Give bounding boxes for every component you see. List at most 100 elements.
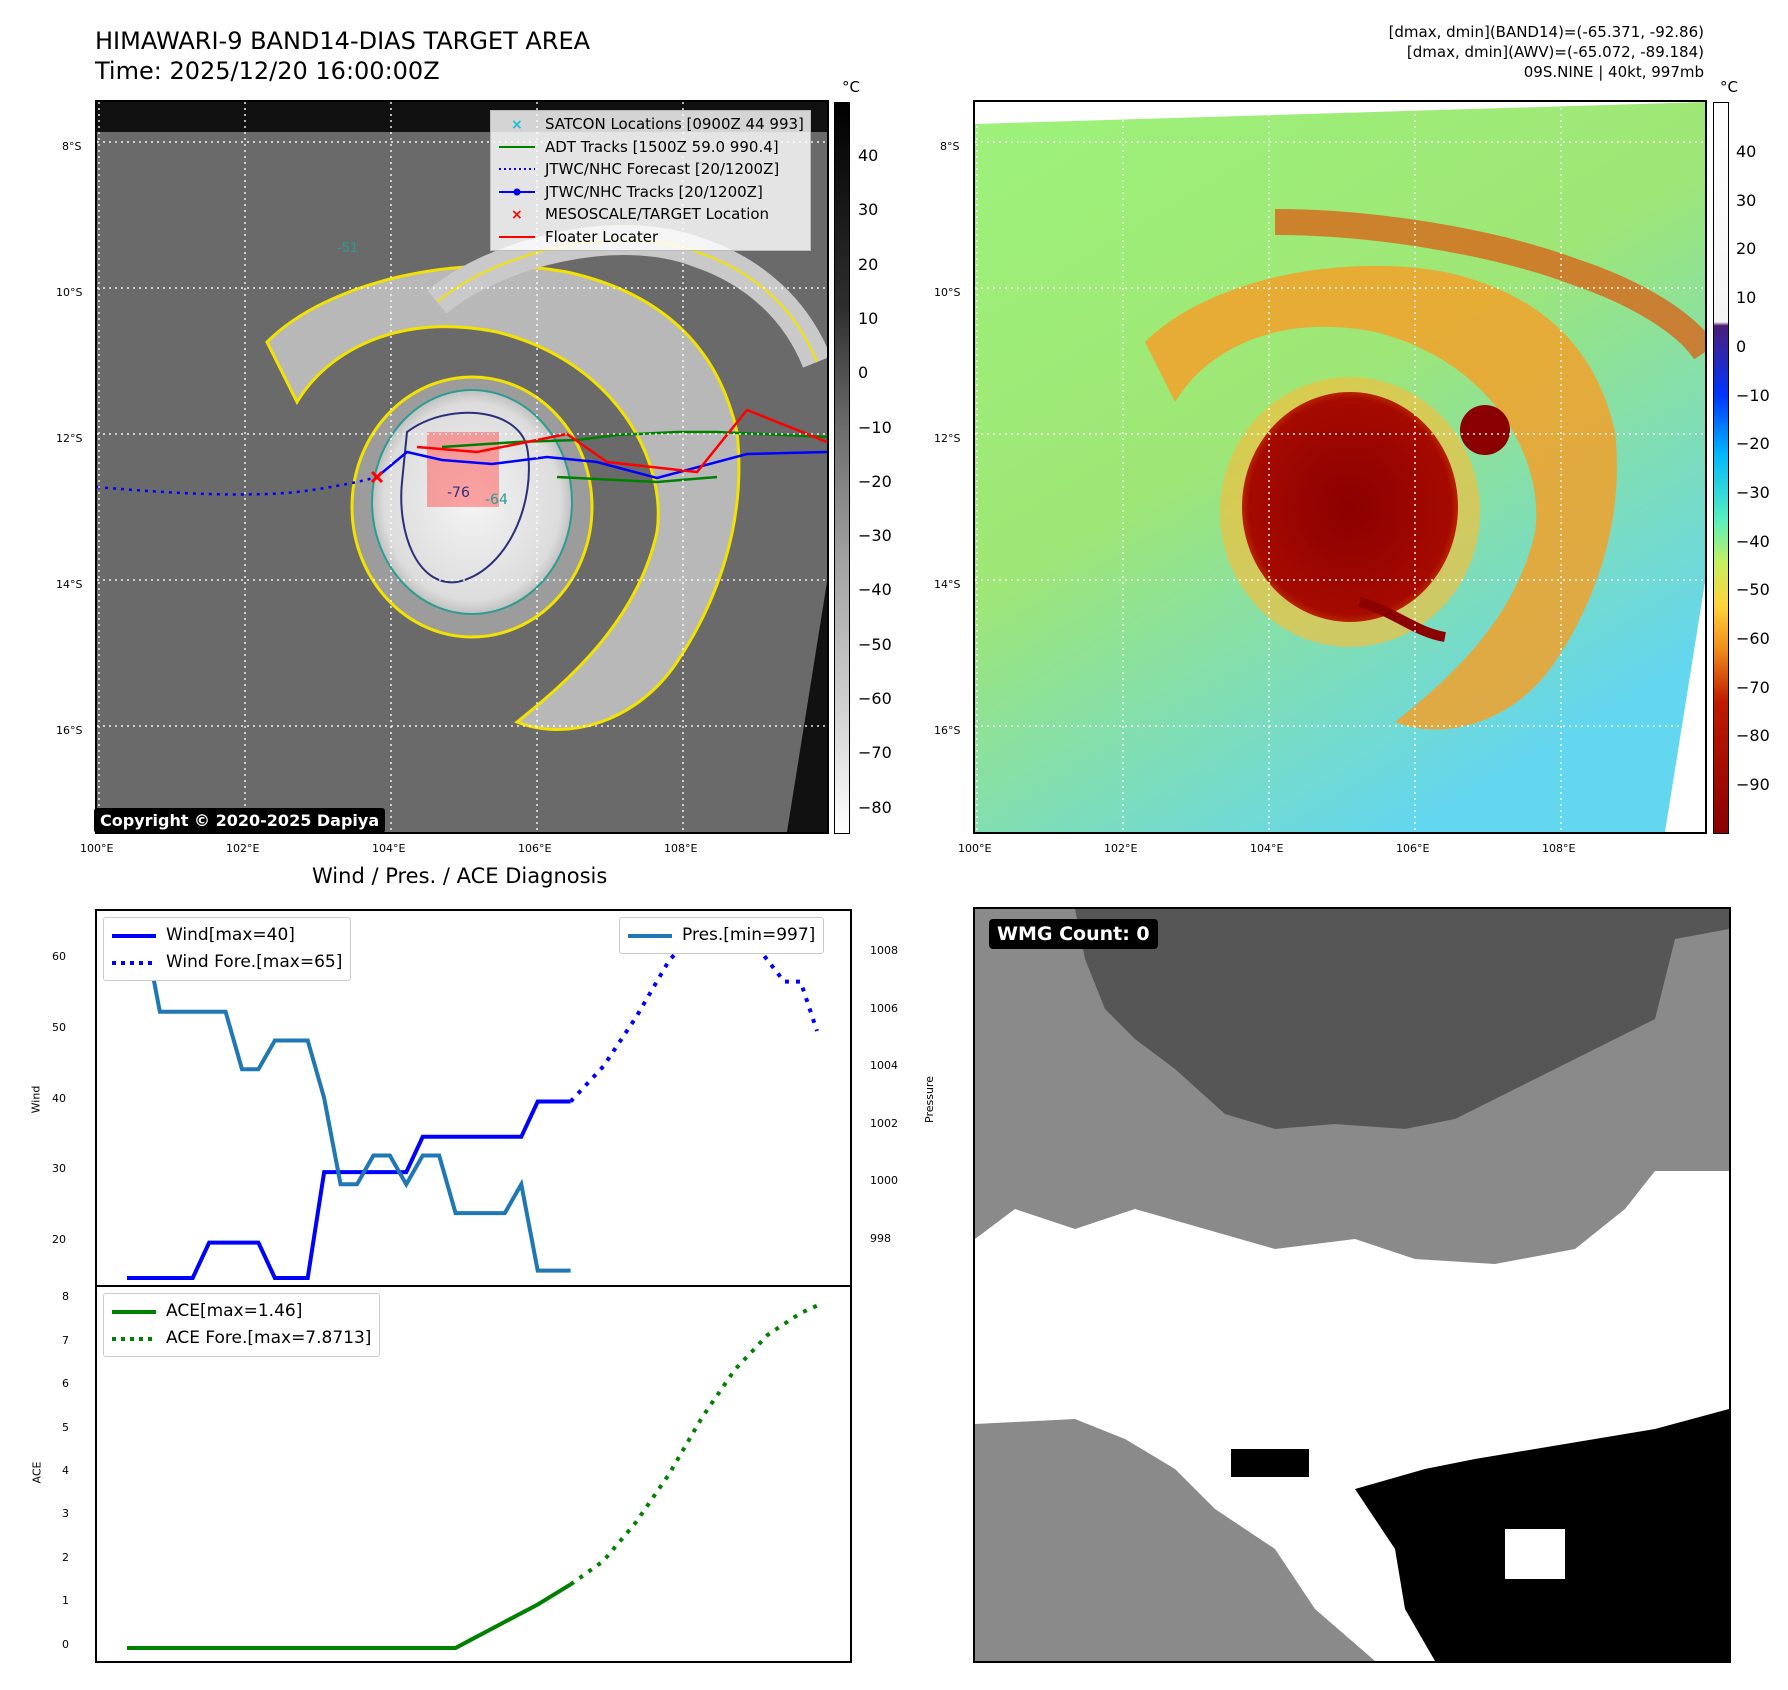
ace-tick: 6 [62,1377,69,1391]
bw-colorbar-tick: −20 [858,471,892,491]
color-colorbar-tick: 30 [1736,190,1757,210]
ace-legend: ACE[max=1.46] ACE Fore.[max=7.8713] [103,1293,381,1357]
contour-label-2: -76 [447,485,470,501]
stats-block: [dmax, dmin](BAND14)=(-65.371, -92.86) [… [1389,22,1704,82]
map1-lat-tick-0: 8°S [62,140,82,153]
ace-axis-label: ACE [30,1461,44,1484]
bw-colorbar-tick: −50 [858,634,892,654]
map1-lat-tick-4: 16°S [56,724,83,737]
bw-colorbar [834,102,850,834]
bw-colorbar-tick: −80 [858,797,892,817]
map2-lat-tick-2: 12°S [934,432,961,445]
color-colorbar-tick: 0 [1736,336,1747,356]
title-line-1: HIMAWARI-9 BAND14-DIAS TARGET AREA [95,27,591,55]
map2-lat-tick-4: 16°S [934,724,961,737]
pressure-tick: 1008 [870,944,898,958]
wind-axis-label: Wind [29,1085,43,1114]
bw-colorbar-tick: 40 [858,146,879,165]
pressure-legend: Pres.[min=997] [619,917,825,954]
legend-item-tracks: JTWC/NHC Tracks [20/1200Z] [497,181,804,204]
bw-colorbar-tick: 20 [858,254,879,274]
map2-lon-tick-4: 108°E [1542,842,1576,855]
wmg-count-badge: WMG Count: 0 [989,919,1158,949]
diagnosis-title: Wind / Pres. / ACE Diagnosis [312,864,608,888]
ace-tick: 0 [62,1637,69,1651]
map2-lon-tick-1: 102°E [1104,842,1138,855]
map2-lat-tick-1: 10°S [934,286,961,299]
legend-item-wind: Wind[max=40] [112,925,295,945]
ace-tick: 4 [62,1464,69,1477]
bw-colorbar-tick: −30 [858,526,892,546]
wind-tick: 50 [52,1020,66,1034]
stats-line-storm: 09S.NINE | 40kt, 997mb [1523,63,1704,81]
wind-legend: Wind[max=40] Wind Fore.[max=65] [103,917,352,981]
bw-colorbar-tick: −10 [858,417,892,437]
color-colorbar-tick: −50 [1736,580,1770,600]
legend-item-adt: ADT Tracks [1500Z 59.0 990.4] [499,137,779,156]
wind-tick: 30 [52,1162,66,1176]
map1-lat-tick-3: 14°S [56,578,83,591]
pressure-axis-label: Pressure [922,1076,936,1123]
map2-lon-tick-3: 106°E [1396,842,1430,855]
pressure-tick: 1006 [870,1001,898,1015]
map1-lon-tick-4: 108°E [664,842,698,855]
color-ir-map-canvas [975,102,1705,832]
stats-line-band14: [dmax, dmin](BAND14)=(-65.371, -92.86) [1388,23,1704,41]
legend-item-ace: ACE[max=1.46] [112,1301,303,1321]
wmg-canvas [975,909,1729,1661]
color-colorbar-unit: °C [1720,78,1738,96]
wind-tick: 40 [52,1091,66,1105]
pressure-tick: 1000 [870,1174,898,1188]
color-colorbar-tick: −30 [1736,482,1770,502]
map1-lon-tick-0: 100°E [80,842,114,855]
ace-tick: 1 [62,1594,69,1608]
bw-colorbar-tick: 30 [858,200,879,220]
color-colorbar-tick: −40 [1736,531,1770,551]
legend-item-target: × MESOSCALE/TARGET Location [511,205,770,223]
ace-tick: 7 [62,1333,69,1347]
legend-item-pressure: Pres.[min=997] [628,925,816,945]
ace-tick: 2 [62,1550,69,1564]
pressure-tick: 1004 [870,1059,898,1073]
figure-title: HIMAWARI-9 BAND14-DIAS TARGET AREA Time:… [95,26,590,86]
legend-item-satcon: × SATCON Locations [0900Z 44 993] [511,115,804,133]
svg-text:×: × [511,117,523,131]
map1-lat-tick-1: 10°S [56,286,83,299]
color-colorbar-tick: 10 [1736,288,1757,308]
bw-colorbar-tick: 0 [858,363,869,383]
map1-lon-tick-3: 106°E [518,842,552,855]
color-colorbar-tick: −80 [1736,726,1770,746]
map2-lat-tick-3: 14°S [934,578,961,591]
wind-tick: 20 [52,1232,66,1246]
color-colorbar-tick: 20 [1736,239,1757,259]
color-colorbar-tick: −10 [1736,385,1770,405]
legend-item-forecast: JTWC/NHC Forecast [20/1200Z] [499,160,780,178]
color-colorbar [1713,102,1729,834]
color-colorbar-tick: −60 [1736,629,1770,648]
color-colorbar-tick: −20 [1736,434,1770,454]
color-ir-map [973,100,1707,834]
pressure-line [127,923,571,1273]
wmg-panel [973,907,1731,1663]
bw-colorbar-tick: 10 [858,308,879,328]
map1-lat-tick-2: 12°S [56,432,83,445]
ace-tick: 3 [62,1507,69,1521]
ace-svg [127,1303,818,1650]
pressure-tick: 1002 [870,1116,898,1130]
ace-line [127,1582,572,1650]
bw-colorbar-tick: −40 [858,580,892,600]
map1-lon-tick-2: 104°E [372,842,406,855]
copyright-badge: Copyright © 2020-2025 Dapiya [94,808,386,833]
ace-forecast-line [569,1303,818,1587]
wind-tick: 60 [52,950,66,964]
contour-label-3: -51 [337,241,358,256]
color-colorbar-tick: −90 [1736,775,1770,795]
legend-item-ace-forecast: ACE Fore.[max=7.8713] [112,1328,372,1348]
map2-lon-tick-2: 104°E [1250,842,1284,855]
wind-line [127,1099,571,1280]
bw-colorbar-unit: °C [842,78,860,96]
ace-tick: 5 [62,1420,69,1434]
map-legend: × SATCON Locations [0900Z 44 993] ADT Tra… [490,110,811,251]
stats-line-awv: [dmax, dmin](AWV)=(-65.072, -89.184) [1406,43,1704,61]
ace-tick: 8 [62,1290,69,1304]
